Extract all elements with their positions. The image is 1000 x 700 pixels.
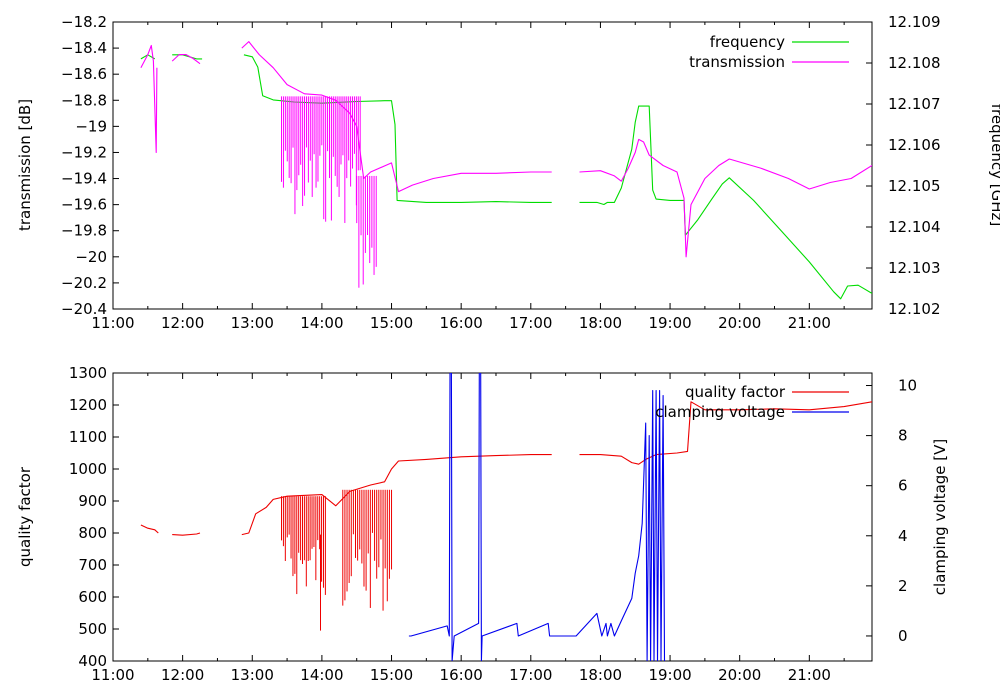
plot-area [140,41,872,300]
legend-label-frequency: frequency [710,33,785,51]
y2-tick-label: 12.107 [888,95,941,113]
x-tick-label: 21:00 [788,314,831,332]
y-tick-label: −18.2 [61,13,107,31]
x-tick-label: 11:00 [91,666,134,684]
y-tick-label: −18.4 [61,39,107,57]
x-tick-label: 15:00 [370,314,413,332]
y-tick-label: −20.4 [61,300,107,318]
y-axis-label-transmission: transmission [dB] [16,99,34,231]
x-tick-label: 20:00 [718,666,761,684]
series-line-quality-factor [579,401,872,465]
y2-tick-label: 2 [898,577,908,595]
x-tick-label: 17:00 [509,314,552,332]
y-tick-label: −18.6 [61,65,107,83]
y2-tick-label: 0 [898,627,908,645]
y-tick-label: −19.6 [61,196,107,214]
series-clamping-voltage [408,373,666,661]
y2-tick-label: 12.104 [888,218,941,236]
transmission-frequency-panel: 11:00 12:00 13:00 14:00 15:00 16:00 17:00 18:00… [16,13,1000,332]
series-transmission [140,41,872,288]
series-group-bottom [140,373,872,661]
y2-axis-label-frequency: frequency [GHz] [988,104,1000,226]
series-line-quality-factor [172,532,201,536]
y-tick-label: 1100 [69,428,107,446]
y2-tick-label: 4 [898,527,908,545]
y-tick-label: −18.8 [61,91,107,109]
x-tick-label: 11:00 [91,314,134,332]
legend-label-transmission: transmission [689,53,785,71]
series-line-transmission [140,44,158,154]
y2-tick-label: 8 [898,427,908,445]
y2-tick-label: 10 [898,377,917,395]
series-line-quality-factor [241,454,552,536]
series-line-transmission [579,138,872,258]
y2-tick-label: 12.108 [888,54,941,72]
y-tick-label: −20 [75,248,107,266]
y2-tick-label: 6 [898,477,908,495]
x-tick-label: 13:00 [231,314,274,332]
y-axis-label-quality: quality factor [16,466,34,567]
y2-tick-label: 12.109 [888,13,941,31]
y2-axis-label-voltage: clamping voltage [V] [931,439,949,595]
y-tick-label: 1200 [69,396,107,414]
y-tick-label: 1300 [69,364,107,382]
y-tick-label: −19.2 [61,143,107,161]
y-tick-label: 500 [78,620,107,638]
x-tick-label: 13:00 [231,666,274,684]
x-tick-label: 12:00 [161,666,204,684]
x-tick-label: 18:00 [579,314,622,332]
y2-tick-label: 12.105 [888,177,941,195]
x-tick-label: 21:00 [788,666,831,684]
x-tick-label: 20:00 [718,314,761,332]
series-frequency [140,54,872,300]
series-line-frequency [243,54,552,203]
series-quality-factor [140,401,872,631]
y-tick-label: 900 [78,492,107,510]
y-tick-label: −19.4 [61,170,107,188]
x-tick-label: 18:00 [579,666,622,684]
y-tick-label: 700 [78,556,107,574]
y2-tick-label: 12.103 [888,259,941,277]
quality-voltage-panel: 11:00 12:00 13:00 14:00 15:00 16:00 17:00 18:00… [16,364,949,684]
y-tick-label: −20.2 [61,274,107,292]
legend-label-clamping: clamping voltage [655,403,785,421]
legend-label-quality: quality factor [685,383,786,401]
y-tick-label: −19 [75,117,107,135]
series-line-clamping-voltage [408,373,666,661]
x-tick-label: 16:00 [440,666,483,684]
y-tick-label: −19.8 [61,222,107,240]
series-group-top [140,41,872,300]
plot-frame-bottom [112,372,873,662]
x-tick-label: 19:00 [648,314,691,332]
x-tick-label: 12:00 [161,314,204,332]
x-tick-label: 16:00 [440,314,483,332]
series-line-transmission [171,54,201,65]
y-tick-label: 600 [78,588,107,606]
y-tick-label: 800 [78,524,107,542]
x-tick-label: 17:00 [509,666,552,684]
series-line-quality-factor [140,524,159,534]
x-tick-label: 19:00 [648,666,691,684]
x-tick-label: 15:00 [370,666,413,684]
legend-top: frequency transmission [689,33,849,71]
legend-bottom: quality factor clamping voltage [655,383,849,421]
series-line-frequency [579,105,872,300]
y2-tick-label: 12.102 [888,300,941,318]
plot-area [140,373,872,661]
x-tick-label: 14:00 [300,314,343,332]
y-tick-label: 400 [78,652,107,670]
y-tick-label: 1000 [69,460,107,478]
tick-group-top: 11:00 12:00 13:00 14:00 15:00 16:00 17:00 18:00… [61,13,940,332]
x-tick-label: 14:00 [300,666,343,684]
tick-group-bottom: 11:00 12:00 13:00 14:00 15:00 16:00 17:00 18:00… [69,364,917,684]
y2-tick-label: 12.106 [888,136,941,154]
